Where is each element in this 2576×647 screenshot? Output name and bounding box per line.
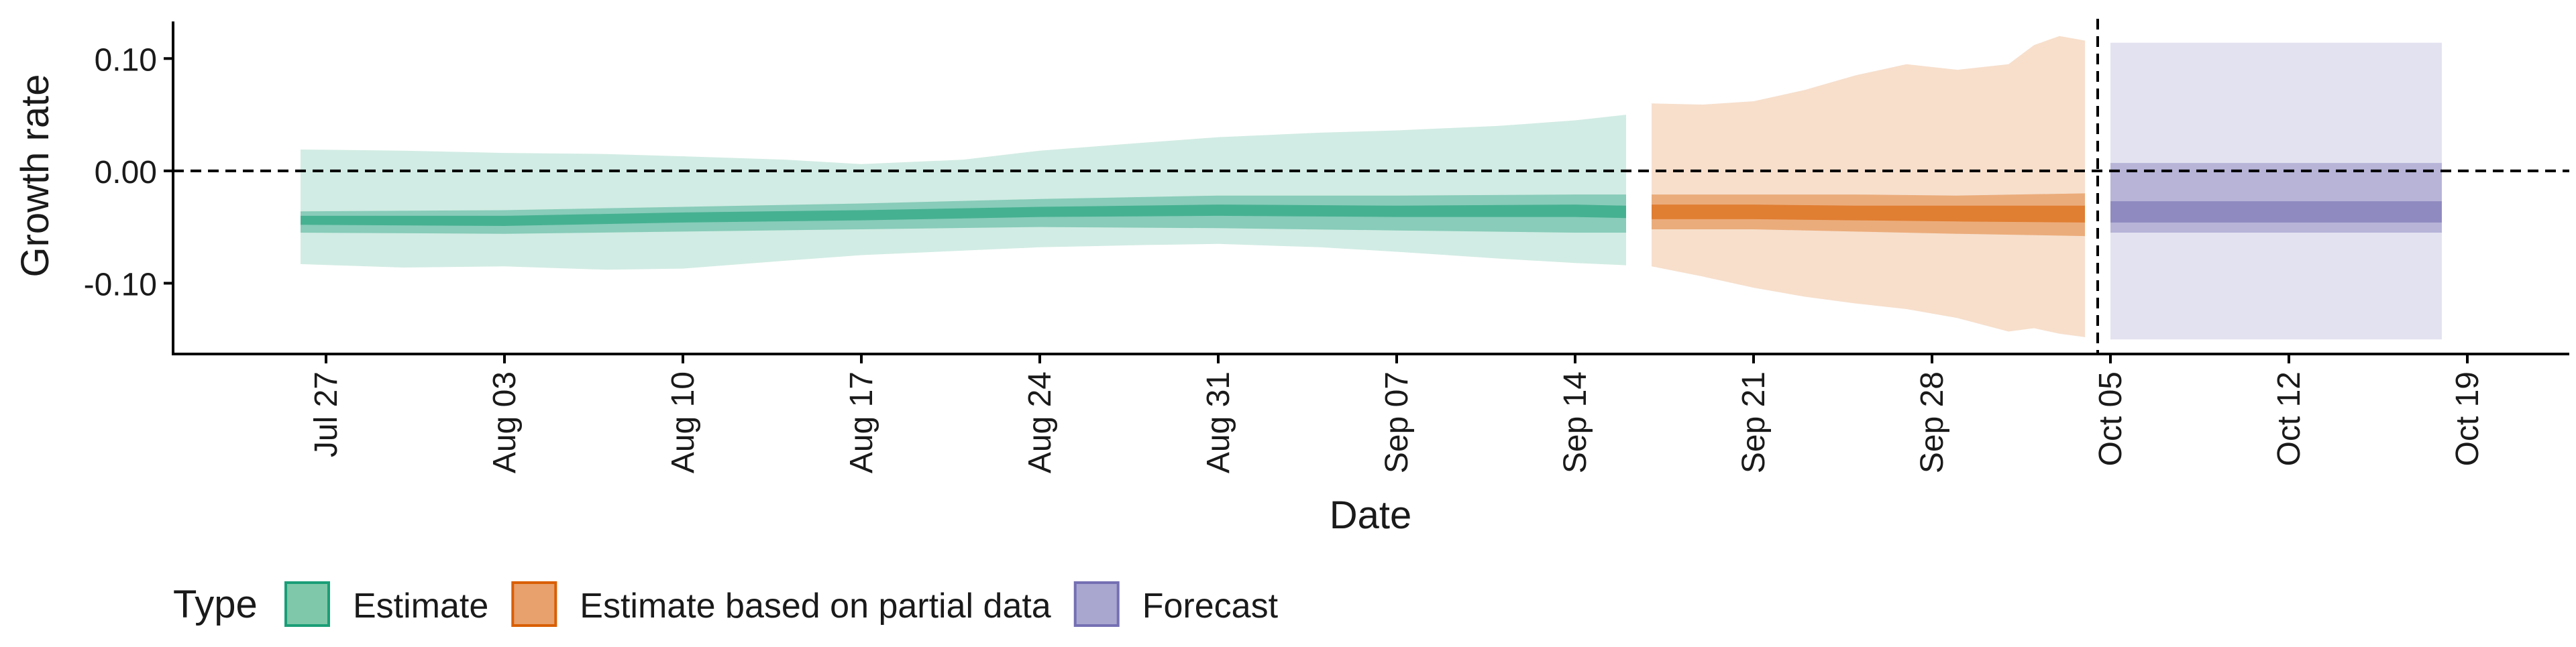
x-tick-label: Aug 17 <box>844 371 879 473</box>
ribbon-inner <box>2110 201 2442 223</box>
y-tick-label: 0.00 <box>95 155 157 190</box>
ribbon-outer <box>1652 36 2085 337</box>
x-axis-label: Date <box>1330 493 1412 537</box>
x-tick-label: Jul 27 <box>309 371 344 457</box>
x-tick-label: Sep 21 <box>1736 371 1772 473</box>
legend-entry: Estimate based on partial data <box>511 581 1051 627</box>
y-axis-label: Growth rate <box>13 74 57 278</box>
legend-entry: Estimate <box>284 581 488 627</box>
legend-label: Forecast <box>1142 587 1279 626</box>
legend-title: Type <box>173 583 258 626</box>
legend: Type Estimate Estimate based on partial d… <box>173 581 1279 627</box>
x-tick-label: Sep 14 <box>1558 371 1593 473</box>
x-tick-label: Aug 03 <box>487 371 523 473</box>
legend-entry: Forecast <box>1073 581 1279 627</box>
legend-label: Estimate based on partial data <box>580 587 1051 626</box>
x-tick-label: Aug 10 <box>665 371 701 473</box>
series-forecast <box>2110 42 2442 340</box>
y-tick-label: 0.10 <box>95 42 157 78</box>
y-ticks: 0.10 0.00 -0.10 <box>84 42 173 302</box>
ribbon-outer <box>301 115 1626 270</box>
x-tick-label: Aug 24 <box>1022 371 1058 473</box>
legend-label: Estimate <box>353 587 488 626</box>
x-tick-label: Oct 12 <box>2271 371 2307 466</box>
y-tick-label: -0.10 <box>84 267 157 302</box>
legend-swatch <box>511 581 557 627</box>
reference-lines <box>173 19 2569 354</box>
series-estimate-based-on-partial-data <box>1652 36 2085 337</box>
x-tick-label: Aug 31 <box>1201 371 1236 473</box>
legend-swatch <box>1073 581 1120 627</box>
ribbon-inner <box>301 204 1626 226</box>
x-tick-label: Sep 28 <box>1915 371 1950 473</box>
ribbon-inner <box>1652 204 2085 223</box>
ribbons-layer <box>301 36 2442 340</box>
axes <box>172 21 2569 355</box>
series-estimate <box>301 115 1626 270</box>
x-tick-label: Oct 19 <box>2450 371 2485 466</box>
ribbon-outer <box>2110 42 2442 340</box>
x-tick-label: Oct 05 <box>2093 371 2129 466</box>
x-tick-label: Sep 07 <box>1379 371 1415 473</box>
x-ticks: Jul 27 Aug 03 Aug 10 Aug 17 Aug 24 Aug 31 Sep … <box>309 354 2485 473</box>
legend-swatch <box>284 581 330 627</box>
